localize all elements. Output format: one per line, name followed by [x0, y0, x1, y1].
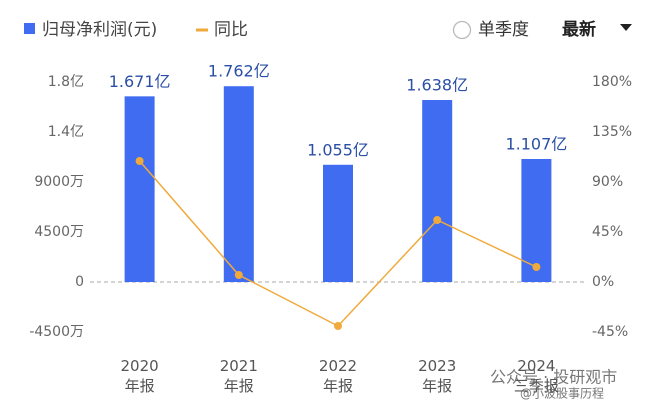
x-tick-label: 2024 三季报	[513, 357, 559, 395]
value-label: 1.762亿	[208, 62, 270, 81]
watermark: @小波股事历程	[520, 386, 604, 401]
y-tick-label: 1.8亿	[48, 74, 84, 90]
bar	[323, 164, 353, 282]
x-tick-label: 2022 年报	[318, 357, 358, 395]
single-quarter[interactable]: 单季度	[478, 20, 529, 40]
radio[interactable]	[452, 20, 472, 40]
value-label: 1.671亿	[109, 72, 171, 91]
x-tick-label: 2023 年报	[418, 357, 457, 395]
line-point	[234, 271, 243, 279]
value-label: 1.638亿	[406, 76, 468, 95]
bar	[422, 100, 453, 282]
line-point	[433, 216, 442, 224]
bar	[124, 96, 155, 282]
x-tick-label: 2020 年报	[120, 357, 159, 395]
legend-swatch	[24, 23, 35, 34]
y2-tick-label: 0%	[592, 274, 614, 290]
x-tick-label: 2021 年报	[219, 357, 258, 395]
legend-label[interactable]: 归母净利润(元)	[42, 20, 157, 40]
y-tick-label: 0	[75, 274, 84, 290]
y-tick-label: 4500万	[34, 224, 84, 240]
line-point	[334, 322, 342, 330]
y2-tick-label: 45%	[592, 224, 623, 240]
line-point	[532, 263, 541, 271]
watermark: 公众号 · 投研观市	[490, 368, 617, 387]
bar	[223, 86, 254, 282]
y2-tick-label: 135%	[592, 124, 632, 140]
y2-tick-label: 180%	[592, 74, 632, 90]
y2-tick-label: 90%	[592, 174, 623, 190]
y2-tick-label: -45%	[592, 324, 628, 340]
value-label: 1.107亿	[505, 135, 567, 154]
value-label: 1.055亿	[307, 140, 369, 159]
line-point	[135, 157, 144, 165]
dropdown-arrow[interactable]	[620, 24, 632, 31]
legend-label[interactable]: 同比	[214, 20, 248, 40]
y-tick-label: 1.4亿	[48, 124, 84, 140]
y-tick-label: -4500万	[29, 324, 84, 340]
y-tick-label: 9000万	[34, 174, 84, 190]
sort-select[interactable]: 最新	[562, 19, 596, 40]
